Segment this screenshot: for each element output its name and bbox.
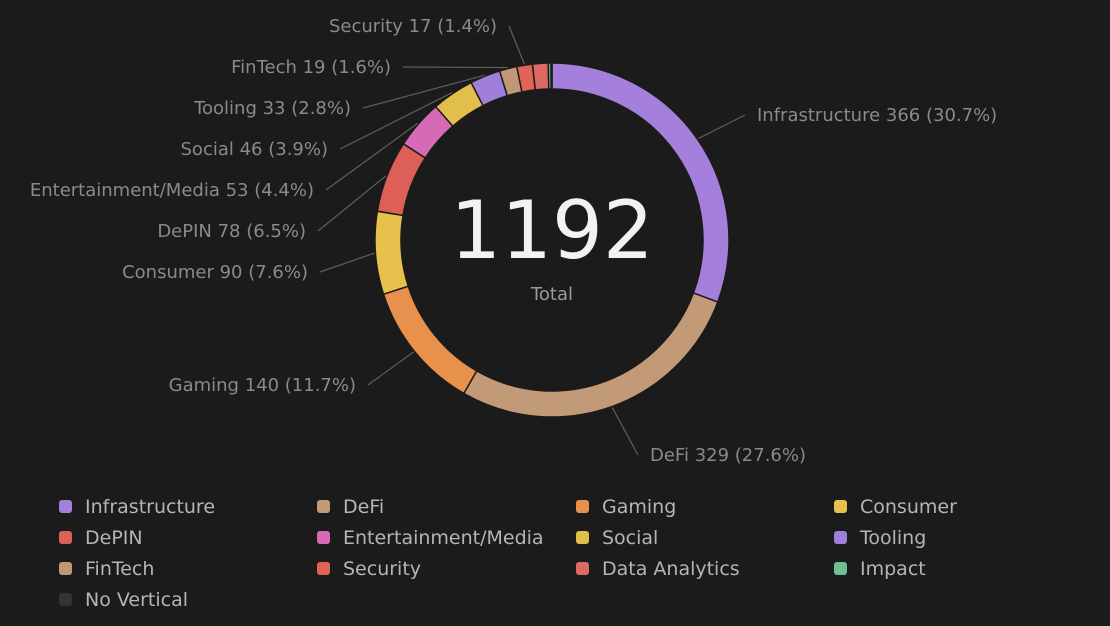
legend-item-security[interactable]: Security (317, 558, 421, 580)
legend-swatch-data-analytics (576, 562, 589, 575)
legend-swatch-infrastructure (59, 500, 72, 513)
slices-layer (374, 62, 730, 418)
slice-consumer[interactable] (374, 210, 410, 296)
legend-label-gaming: Gaming (602, 496, 676, 518)
legend-label-depin: DePIN (85, 527, 143, 549)
center-total-value: 1192 (450, 184, 654, 277)
legend-swatch-defi (317, 500, 330, 513)
legend-label-infrastructure: Infrastructure (85, 496, 215, 518)
leader-line-fintech (402, 66, 508, 69)
slice-label-consumer: Consumer 90 (7.6%) (122, 262, 308, 283)
legend-swatch-no-vertical (59, 593, 72, 606)
legend-label-security: Security (343, 558, 421, 580)
legend-label-fintech: FinTech (85, 558, 154, 580)
slice-label-defi: DeFi 329 (27.6%) (650, 445, 806, 466)
callouts-layer: Infrastructure 366 (30.7%) DeFi 329 (27.6… (30, 16, 997, 466)
slice-label-entertainment-media: Entertainment/Media 53 (4.4%) (30, 180, 314, 201)
legend-swatch-fintech (59, 562, 72, 575)
legend-label-social: Social (602, 527, 658, 549)
leader-line-social (339, 92, 453, 150)
legend-item-gaming[interactable]: Gaming (576, 496, 676, 518)
slice-label-fintech: FinTech 19 (1.6%) (231, 57, 391, 78)
legend-label-no-vertical: No Vertical (85, 589, 188, 611)
leader-line-gaming (367, 351, 414, 386)
legend-label-tooling: Tooling (859, 527, 926, 549)
leader-line-security (508, 25, 525, 65)
slice-label-depin: DePIN 78 (6.5%) (157, 221, 306, 242)
legend-swatch-consumer (834, 500, 847, 513)
legend: Infrastructure DeFi Gaming Consumer DePIN Ent… (59, 496, 957, 611)
legend-label-defi: DeFi (343, 496, 384, 518)
legend-swatch-social (576, 531, 589, 544)
legend-label-impact: Impact (860, 558, 926, 580)
slice-label-social: Social 46 (3.9%) (181, 139, 329, 160)
slice-no-vertical[interactable] (550, 62, 553, 90)
legend-swatch-entertainment-media (317, 531, 330, 544)
legend-swatch-impact (834, 562, 847, 575)
center-total-caption: Total (530, 284, 573, 305)
slice-depin[interactable] (376, 142, 427, 217)
legend-item-entertainment-media[interactable]: Entertainment/Media (317, 527, 544, 549)
leader-line-infrastructure (698, 114, 746, 140)
leaders-layer (317, 25, 746, 456)
legend-label-entertainment-media: Entertainment/Media (343, 527, 544, 549)
slice-data-analytics[interactable] (531, 62, 550, 91)
slice-label-infrastructure: Infrastructure 366 (30.7%) (757, 105, 997, 126)
slice-gaming[interactable] (382, 285, 478, 395)
legend-item-tooling[interactable]: Tooling (834, 527, 926, 549)
legend-item-consumer[interactable]: Consumer (834, 496, 957, 518)
legend-item-impact[interactable]: Impact (834, 558, 926, 580)
legend-swatch-gaming (576, 500, 589, 513)
legend-item-infrastructure[interactable]: Infrastructure (59, 496, 215, 518)
leader-line-tooling (362, 74, 485, 109)
legend-item-social[interactable]: Social (576, 527, 658, 549)
legend-label-consumer: Consumer (860, 496, 957, 518)
legend-label-data-analytics: Data Analytics (602, 558, 740, 580)
legend-item-no-vertical[interactable]: No Vertical (59, 589, 188, 611)
legend-item-fintech[interactable]: FinTech (59, 558, 154, 580)
legend-swatch-tooling (834, 531, 847, 544)
slice-label-security: Security 17 (1.4%) (329, 16, 497, 37)
legend-item-depin[interactable]: DePIN (59, 527, 143, 549)
slice-label-tooling: Tooling 33 (2.8%) (193, 98, 351, 119)
legend-swatch-depin (59, 531, 72, 544)
slice-defi[interactable] (462, 292, 719, 418)
legend-swatch-security (317, 562, 330, 575)
leader-line-entertainment-media (325, 122, 418, 191)
leader-line-consumer (319, 252, 375, 273)
legend-item-data-analytics[interactable]: Data Analytics (576, 558, 740, 580)
leader-line-defi (611, 407, 639, 456)
leader-line-depin (317, 175, 387, 232)
slice-label-gaming: Gaming 140 (11.7%) (169, 375, 356, 396)
legend-item-defi[interactable]: DeFi (317, 496, 384, 518)
